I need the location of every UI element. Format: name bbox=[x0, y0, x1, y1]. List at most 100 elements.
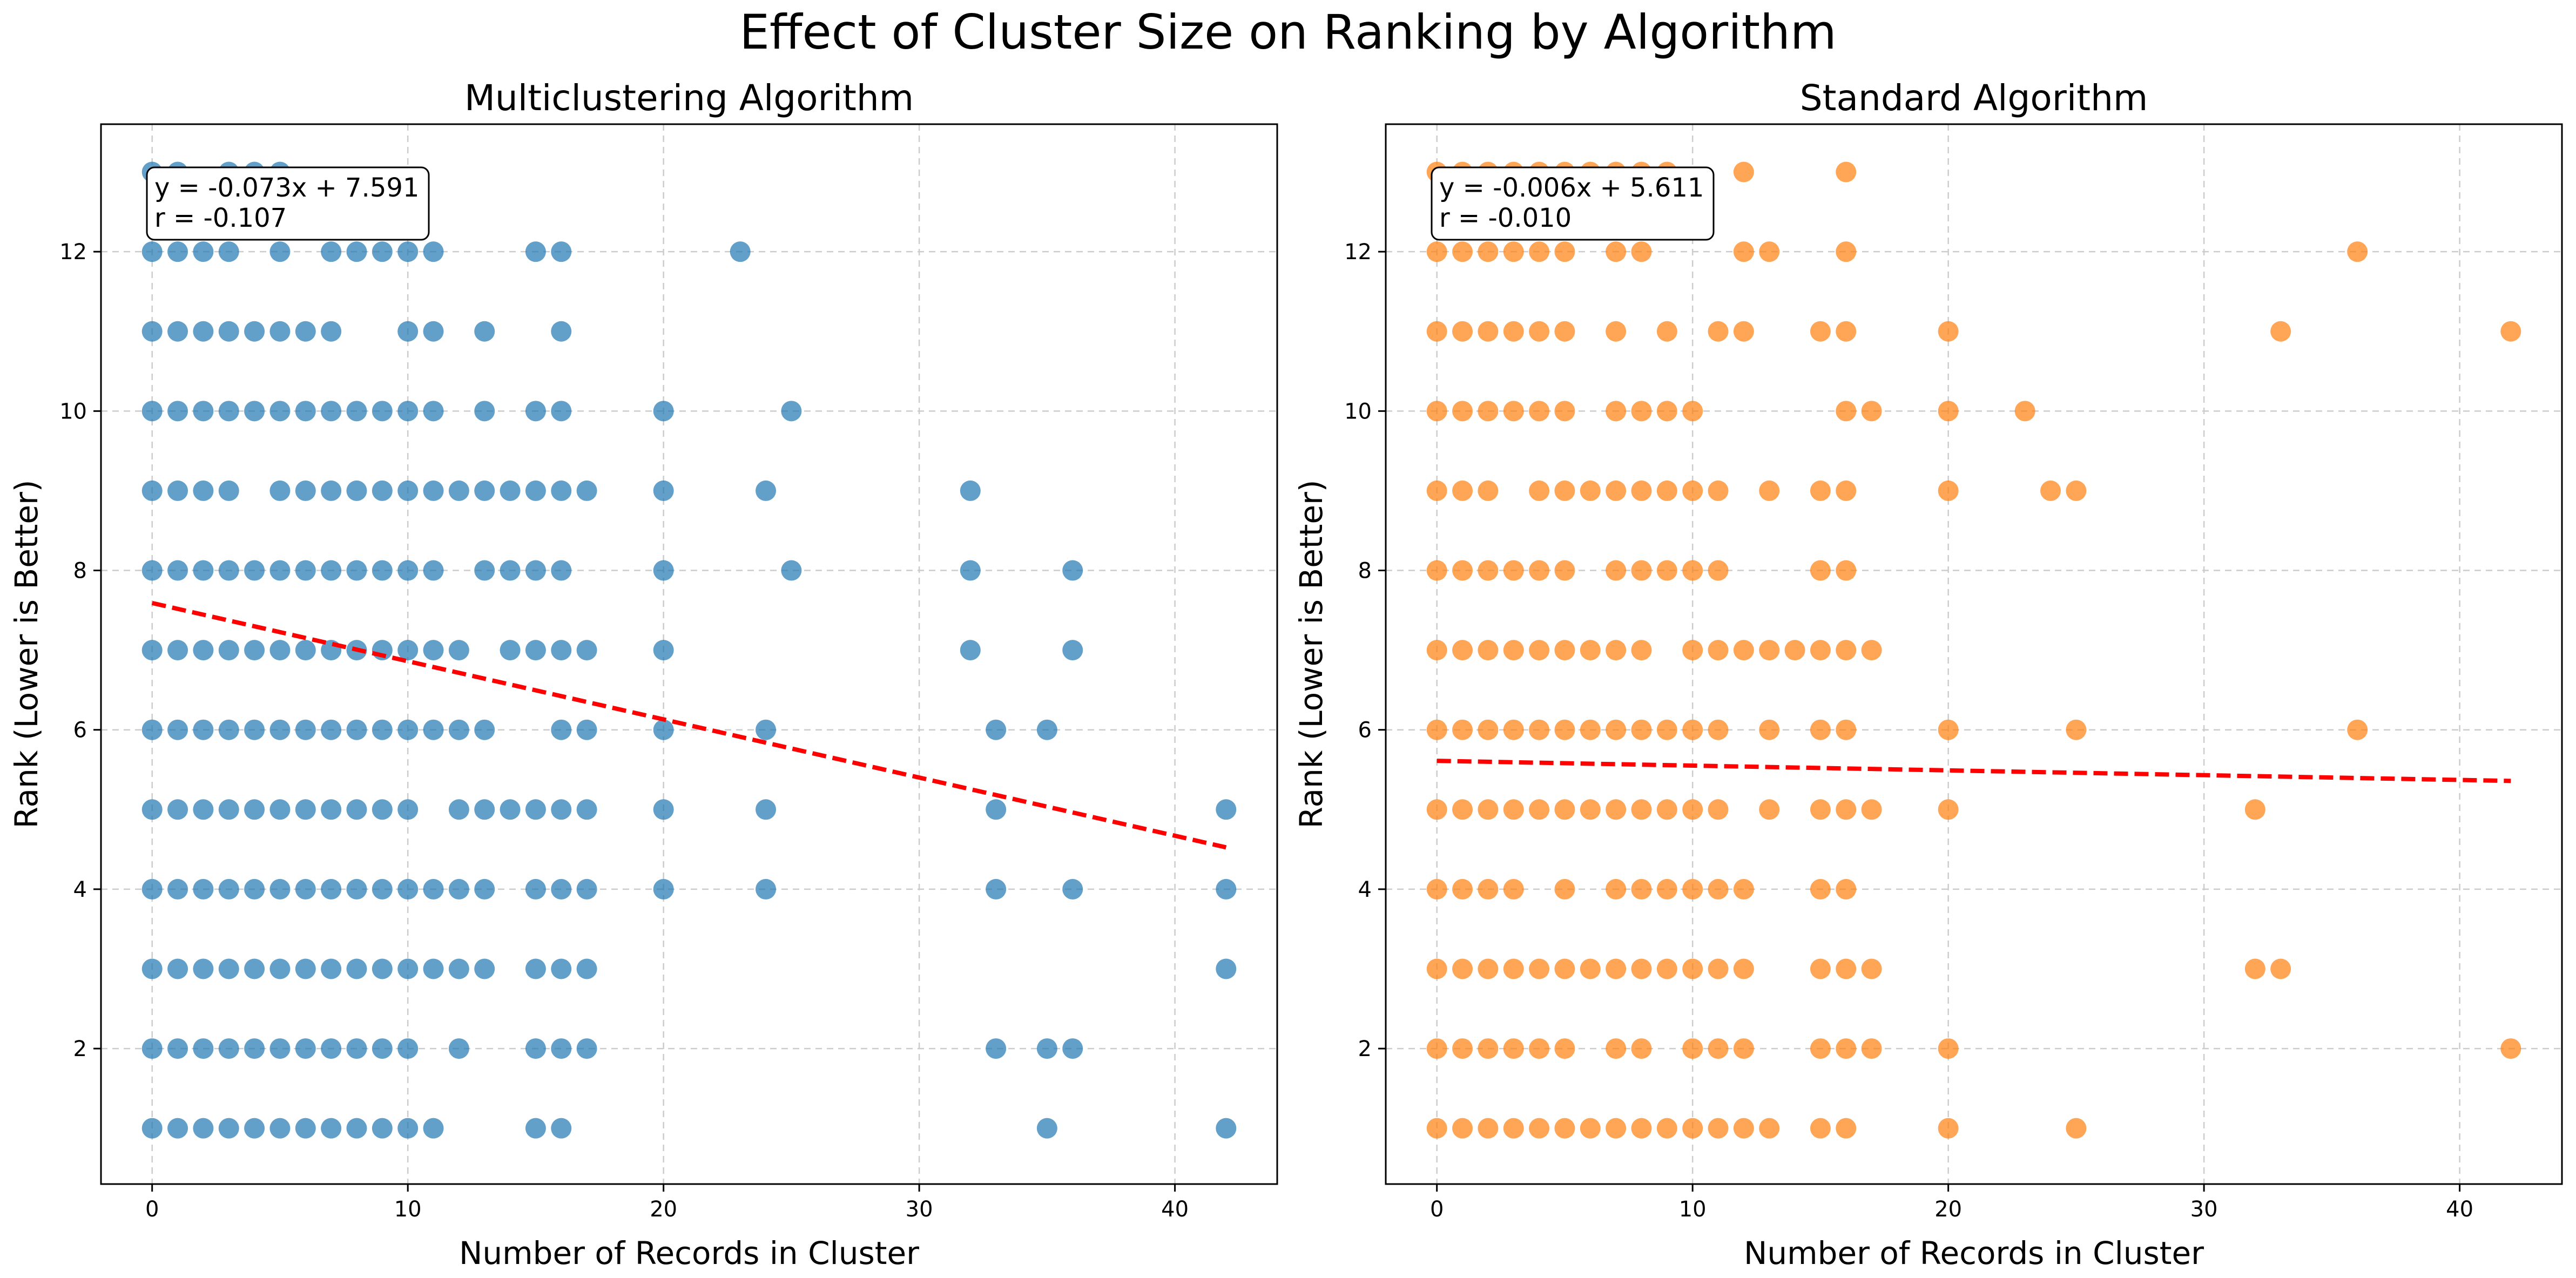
multiclustering-point bbox=[500, 560, 521, 581]
multiclustering-point bbox=[193, 401, 214, 422]
standard-point bbox=[1810, 321, 1831, 342]
multiclustering-point bbox=[167, 1118, 188, 1139]
standard-point bbox=[1554, 321, 1575, 342]
standard-point bbox=[1580, 480, 1601, 501]
multiclustering-point bbox=[269, 401, 291, 422]
multiclustering-point bbox=[321, 958, 342, 979]
standard-point bbox=[1861, 640, 1882, 661]
standard-point bbox=[1938, 321, 1959, 342]
standard-point bbox=[1452, 799, 1473, 820]
multiclustering-point bbox=[167, 401, 188, 422]
x-tick-label: 30 bbox=[2190, 1197, 2218, 1222]
multiclustering-point bbox=[551, 321, 572, 342]
standard-point bbox=[1529, 480, 1550, 501]
multiclustering-point bbox=[474, 401, 495, 422]
y-tick-label: 4 bbox=[73, 877, 87, 902]
multiclustering-point bbox=[218, 321, 239, 342]
standard-point bbox=[1478, 560, 1499, 581]
multiclustering-point bbox=[269, 1038, 291, 1059]
multiclustering-point bbox=[269, 719, 291, 740]
standard-point bbox=[1503, 1038, 1524, 1059]
standard-point bbox=[1606, 560, 1627, 581]
multiclustering-point bbox=[346, 1038, 367, 1059]
standard-point bbox=[1810, 878, 1831, 900]
standard-point bbox=[1478, 640, 1499, 661]
standard-point bbox=[1733, 1118, 1754, 1139]
standard-point bbox=[1580, 640, 1601, 661]
multiclustering-point bbox=[193, 640, 214, 661]
standard-point bbox=[1426, 401, 1447, 422]
multiclustering-point bbox=[551, 1038, 572, 1059]
standard-point bbox=[1529, 241, 1550, 262]
multiclustering-point bbox=[1062, 560, 1083, 581]
multiclustering-point bbox=[321, 878, 342, 900]
multiclustering-point bbox=[423, 640, 444, 661]
multiclustering-point bbox=[525, 560, 546, 581]
multiclustering-point bbox=[551, 401, 572, 422]
multiclustering-point bbox=[525, 480, 546, 501]
standard-point bbox=[1478, 799, 1499, 820]
standard-point bbox=[1426, 640, 1447, 661]
standard-point bbox=[1836, 799, 1857, 820]
standard-point bbox=[1656, 1118, 1677, 1139]
x-tick-label: 0 bbox=[1430, 1197, 1444, 1222]
multiclustering-point bbox=[525, 640, 546, 661]
multiclustering-point bbox=[756, 719, 777, 740]
multiclustering-point bbox=[397, 878, 419, 900]
multiclustering-point bbox=[474, 958, 495, 979]
standard-point bbox=[1836, 878, 1857, 900]
standard-point bbox=[1580, 958, 1601, 979]
equation-box bbox=[146, 166, 430, 241]
standard-point bbox=[1836, 719, 1857, 740]
multiclustering-point bbox=[218, 878, 239, 900]
multiclustering-point bbox=[321, 560, 342, 581]
multiclustering-point bbox=[1036, 719, 1057, 740]
multiclustering-point bbox=[244, 560, 265, 581]
standard-point bbox=[1529, 1038, 1550, 1059]
standard-point bbox=[1606, 401, 1627, 422]
multiclustering-point bbox=[346, 958, 367, 979]
multiclustering-point bbox=[346, 1118, 367, 1139]
standard-point bbox=[1708, 799, 1729, 820]
multiclustering-point bbox=[218, 480, 239, 501]
standard-point bbox=[1503, 560, 1524, 581]
multiclustering-point bbox=[1062, 878, 1083, 900]
multiclustering-point bbox=[397, 719, 419, 740]
standard-point bbox=[1682, 560, 1703, 581]
standard-point bbox=[1426, 480, 1447, 501]
standard-point bbox=[1554, 401, 1575, 422]
multiclustering-point bbox=[423, 958, 444, 979]
standard-point bbox=[1733, 1038, 1754, 1059]
multiclustering-point bbox=[218, 1118, 239, 1139]
standard-point bbox=[1554, 640, 1575, 661]
multiclustering-point bbox=[167, 958, 188, 979]
standard-point bbox=[1708, 560, 1729, 581]
standard-point bbox=[1836, 560, 1857, 581]
standard-point bbox=[1682, 878, 1703, 900]
standard-point bbox=[1606, 321, 1627, 342]
standard-point bbox=[1836, 321, 1857, 342]
multiclustering-point bbox=[321, 241, 342, 262]
y-axis-label: Rank (Lower is Better) bbox=[1293, 479, 1330, 828]
multiclustering-point bbox=[525, 1118, 546, 1139]
standard-point bbox=[1452, 719, 1473, 740]
equation-text: y = -0.073x + 7.591 bbox=[154, 173, 419, 203]
multiclustering-point bbox=[423, 560, 444, 581]
multiclustering-point bbox=[423, 878, 444, 900]
multiclustering-point bbox=[244, 958, 265, 979]
multiclustering-point bbox=[141, 799, 163, 820]
multiclustering-point bbox=[551, 878, 572, 900]
multiclustering-point bbox=[372, 1118, 393, 1139]
standard-point bbox=[1656, 958, 1677, 979]
subplot-title: Multiclustering Algorithm bbox=[464, 77, 914, 119]
standard-point bbox=[1426, 241, 1447, 262]
multiclustering-point bbox=[167, 640, 188, 661]
plot-frame bbox=[100, 123, 1278, 1185]
multiclustering-point bbox=[295, 878, 316, 900]
multiclustering-point bbox=[295, 560, 316, 581]
multiclustering-point bbox=[141, 401, 163, 422]
multiclustering-point bbox=[525, 878, 546, 900]
standard-point bbox=[2270, 321, 2291, 342]
multiclustering-point bbox=[372, 799, 393, 820]
standard-point bbox=[1478, 719, 1499, 740]
